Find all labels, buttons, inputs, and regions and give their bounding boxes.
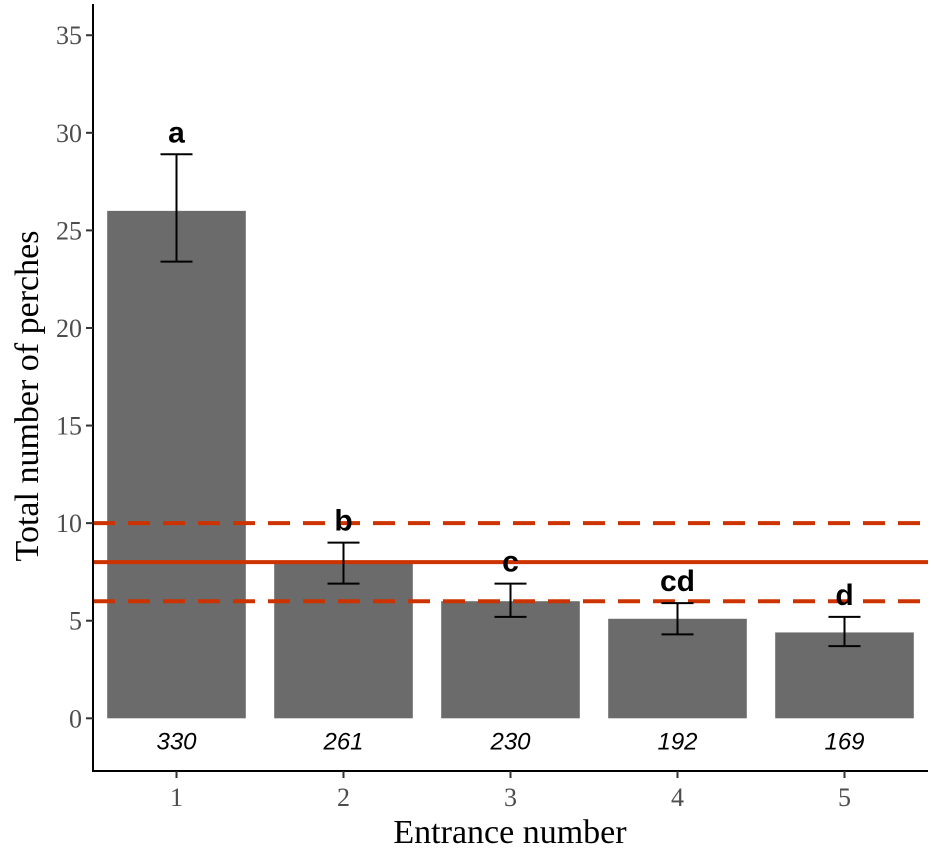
- bar-1: [107, 210, 246, 719]
- y-axis-title: Total number of perches: [9, 231, 46, 562]
- count-label-2: 261: [322, 728, 363, 755]
- x-tick-label-3: 3: [504, 783, 517, 812]
- y-tick-label-35: 35: [56, 21, 82, 50]
- y-tick-label-5: 5: [69, 607, 82, 636]
- significance-letter-1: a: [168, 116, 185, 149]
- significance-letter-5: d: [835, 579, 853, 612]
- y-tick-label-15: 15: [56, 412, 82, 441]
- significance-letter-3: c: [502, 546, 519, 579]
- bar-3: [441, 601, 580, 719]
- count-label-4: 192: [657, 728, 697, 755]
- count-label-5: 169: [824, 728, 864, 755]
- significance-letter-4: cd: [660, 565, 695, 598]
- y-tick-label-25: 25: [56, 216, 82, 245]
- bar-2: [274, 562, 413, 719]
- x-tick-label-2: 2: [337, 783, 350, 812]
- y-tick-label-20: 20: [56, 314, 82, 343]
- significance-letter-2: b: [334, 505, 352, 538]
- count-label-1: 330: [156, 728, 197, 755]
- x-axis-title: Entrance number: [393, 814, 627, 851]
- y-tick-label-30: 30: [56, 119, 82, 148]
- x-tick-label-4: 4: [671, 783, 684, 812]
- y-tick-label-0: 0: [69, 704, 82, 733]
- x-tick-label-5: 5: [838, 783, 851, 812]
- x-tick-label-1: 1: [170, 783, 183, 812]
- y-tick-label-10: 10: [56, 509, 82, 538]
- count-label-3: 230: [489, 728, 531, 755]
